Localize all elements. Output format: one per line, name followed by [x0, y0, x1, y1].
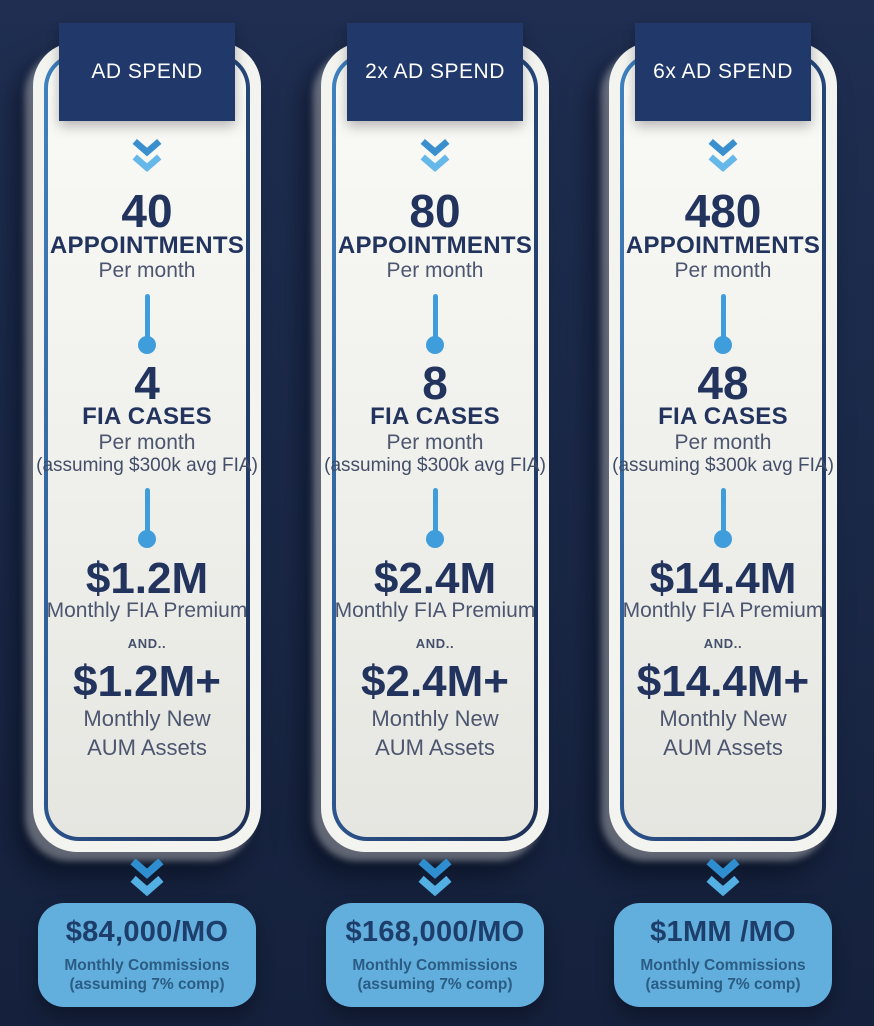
appointments-count: 80 [409, 185, 461, 237]
monthly-premium-value: $14.4M [649, 554, 797, 603]
per-month-label: Per month [98, 259, 196, 283]
fia-cases-count: 48 [697, 356, 749, 409]
connector-dot-icon [138, 530, 156, 548]
aum-value: $14.4M+ [636, 656, 810, 706]
per-month-label: Per month [674, 431, 772, 455]
connector-dot-icon [714, 335, 732, 354]
commission-label: Monthly Commissions [352, 957, 518, 975]
connector-line-icon [720, 488, 726, 533]
commission-assumption-label: (assuming 7% comp) [69, 976, 225, 993]
fia-cases-label: FIA CASES [82, 403, 212, 431]
double-chevron-down-icon [132, 138, 162, 172]
commission-label: Monthly Commissions [640, 957, 806, 975]
commission-box: $84,000/MO Monthly Commissions (assuming… [38, 903, 256, 1007]
per-month-label: Per month [386, 431, 484, 455]
funnel-card: 80 APPOINTMENTS Per month 8 FIA CASES Pe… [321, 42, 549, 852]
flow-connector [138, 488, 156, 548]
aum-label-line2: AUM Assets [87, 734, 207, 760]
flow-connector [426, 293, 444, 354]
appointments-label: APPOINTMENTS [625, 231, 821, 259]
aum-label-line1: Monthly New [371, 705, 499, 731]
commission-value: $84,000/MO [65, 916, 229, 949]
double-chevron-down-icon [706, 858, 740, 897]
double-chevron-down-icon [130, 858, 164, 897]
connector-line-icon [144, 488, 150, 533]
ad-spend-badge: 6x AD SPEND [635, 23, 811, 121]
monthly-premium-value: $1.2M [85, 554, 209, 603]
funnel-column-3: 480 APPOINTMENTS Per month 48 FIA CASES … [609, 0, 837, 1026]
flow-connector [714, 488, 732, 548]
commission-value: $168,000/MO [345, 916, 525, 949]
and-label: AND.. [415, 635, 455, 651]
commission-assumption-label: (assuming 7% comp) [645, 976, 801, 993]
double-chevron-down-icon [418, 858, 452, 897]
fia-cases-count: 8 [422, 356, 448, 409]
connector-dot-icon [714, 530, 732, 548]
ad-spend-badge: AD SPEND [59, 23, 235, 121]
aum-label-line2: AUM Assets [663, 734, 783, 760]
double-chevron-down-icon [708, 138, 738, 172]
flow-connector [138, 293, 156, 354]
fia-assumption-label: (assuming $300k avg FIA) [36, 455, 258, 477]
aum-label-line1: Monthly New [83, 705, 211, 731]
ad-spend-badge: 2x AD SPEND [347, 23, 523, 121]
fia-cases-label: FIA CASES [370, 403, 500, 431]
connector-line-icon [144, 293, 150, 339]
aum-label-line1: Monthly New [659, 705, 787, 731]
and-label: AND.. [703, 635, 743, 651]
funnel-column-1: 40 APPOINTMENTS Per month 4 FIA CASES Pe… [33, 0, 261, 1026]
and-label: AND.. [127, 635, 167, 651]
commission-box: $1MM /MO Monthly Commissions (assuming 7… [614, 903, 832, 1007]
fia-assumption-label: (assuming $300k avg FIA) [324, 455, 546, 477]
per-month-label: Per month [674, 259, 772, 283]
commission-value: $1MM /MO [650, 916, 796, 949]
connector-dot-icon [138, 335, 156, 354]
appointments-label: APPOINTMENTS [337, 231, 533, 259]
fia-cases-count: 4 [134, 356, 160, 409]
aum-value: $1.2M+ [73, 656, 221, 706]
connector-line-icon [432, 488, 438, 533]
connector-line-icon [432, 293, 438, 339]
flow-connector [426, 488, 444, 548]
aum-label-line2: AUM Assets [375, 734, 495, 760]
double-chevron-down-icon [420, 138, 450, 172]
aum-value: $2.4M+ [361, 656, 509, 706]
card-inner-border [332, 53, 538, 841]
card-inner-border [620, 53, 826, 841]
premium-label: Monthly FIA Premium [334, 598, 536, 622]
connector-dot-icon [426, 530, 444, 548]
funnel-card: 480 APPOINTMENTS Per month 48 FIA CASES … [609, 42, 837, 852]
appointments-label: APPOINTMENTS [49, 231, 245, 259]
commission-label: Monthly Commissions [64, 957, 230, 975]
connector-line-icon [720, 293, 726, 339]
connector-dot-icon [426, 335, 444, 354]
premium-label: Monthly FIA Premium [622, 598, 824, 622]
appointments-count: 40 [121, 185, 173, 237]
premium-label: Monthly FIA Premium [46, 598, 248, 622]
fia-cases-label: FIA CASES [658, 403, 788, 431]
fia-assumption-label: (assuming $300k avg FIA) [612, 455, 834, 477]
funnel-column-2: 80 APPOINTMENTS Per month 8 FIA CASES Pe… [321, 0, 549, 1026]
appointments-count: 480 [684, 185, 762, 237]
per-month-label: Per month [98, 431, 196, 455]
commission-box: $168,000/MO Monthly Commissions (assumin… [326, 903, 544, 1007]
funnel-card: 40 APPOINTMENTS Per month 4 FIA CASES Pe… [33, 42, 261, 852]
per-month-label: Per month [386, 259, 484, 283]
flow-connector [714, 293, 732, 354]
monthly-premium-value: $2.4M [373, 554, 497, 603]
commission-assumption-label: (assuming 7% comp) [357, 976, 513, 993]
card-inner-border [44, 53, 250, 841]
